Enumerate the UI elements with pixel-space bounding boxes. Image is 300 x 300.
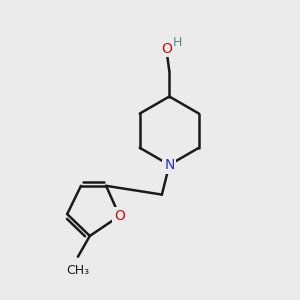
Text: O: O <box>114 209 125 223</box>
Text: H: H <box>172 36 182 49</box>
Text: O: O <box>161 42 172 56</box>
Text: N: N <box>164 158 175 172</box>
Text: CH₃: CH₃ <box>66 264 89 277</box>
